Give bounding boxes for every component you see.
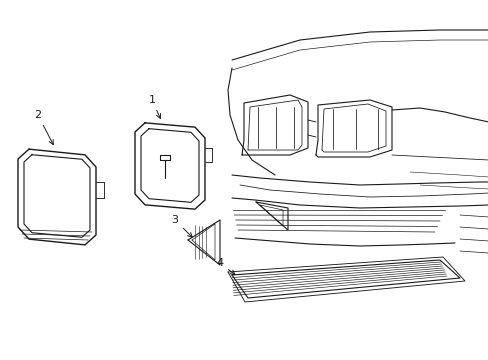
Text: 2: 2 xyxy=(34,110,53,145)
Text: 1: 1 xyxy=(148,95,160,118)
Text: 4: 4 xyxy=(216,258,234,275)
Text: 3: 3 xyxy=(171,215,192,237)
